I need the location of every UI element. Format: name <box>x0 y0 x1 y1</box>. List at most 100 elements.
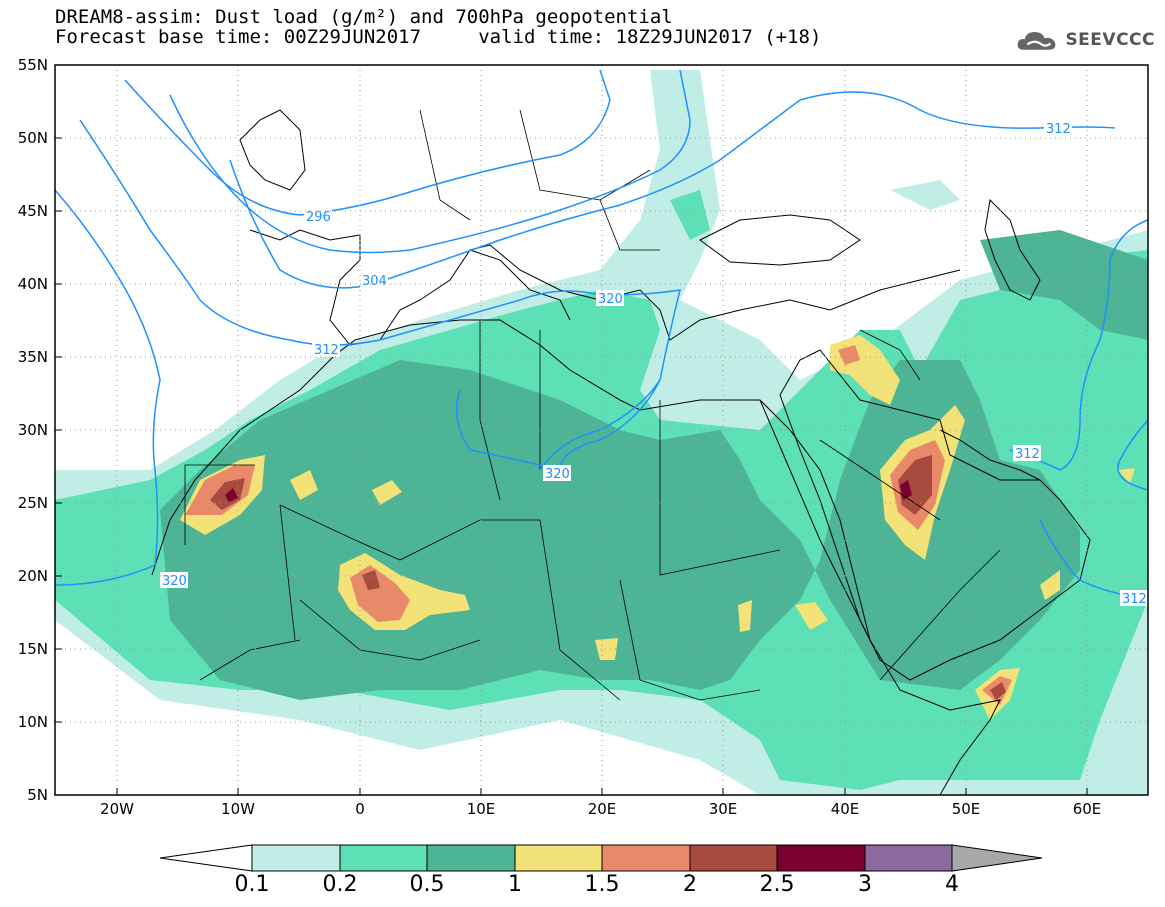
contour-line <box>124 69 611 216</box>
lon-label: 20W <box>100 800 134 818</box>
colorbar-bin-0.2 <box>339 844 428 872</box>
lat-label: 5N <box>27 786 48 804</box>
colorbar-bin-1 <box>514 844 603 872</box>
contour-label: 304 <box>362 274 387 289</box>
lat-label: 10N <box>17 713 48 731</box>
colorbar-bin-2 <box>689 844 778 872</box>
lat-label: 25N <box>17 494 48 512</box>
dust-0.1-patch <box>890 180 960 210</box>
lon-label: 20E <box>587 800 617 818</box>
colorbar <box>160 844 1043 872</box>
logo-text: SEEVCCC <box>1065 30 1155 50</box>
colorbar-label: 2.5 <box>759 872 795 897</box>
contour-label: 312 <box>314 343 339 358</box>
italy <box>469 249 571 321</box>
chart-title: DREAM8-assim: Dust load (g/m²) and 700hP… <box>55 6 673 28</box>
border <box>279 504 540 561</box>
colorbar-bin-3 <box>864 844 953 872</box>
british-isles <box>239 109 306 191</box>
contour-line <box>55 189 161 586</box>
contour-label: 320 <box>162 574 187 589</box>
lat-label: 15N <box>17 640 48 658</box>
lon-label: 50E <box>951 800 981 818</box>
colorbar-bin-0.1 <box>251 844 341 872</box>
colorbar-high-arrow <box>951 844 1043 872</box>
lat-label: 45N <box>17 202 48 220</box>
lon-label: 60E <box>1072 800 1102 818</box>
dust-1-patch <box>595 638 618 660</box>
dust-0.2-patch <box>670 190 710 240</box>
colorbar-bin-1.5 <box>601 844 691 872</box>
dust-1-patch <box>795 602 828 630</box>
dust-1-patch <box>1040 570 1060 600</box>
border <box>184 464 255 545</box>
colorbar-label: 0.1 <box>234 872 270 897</box>
colorbar-low-arrow <box>160 844 253 872</box>
lat-label: 30N <box>17 421 48 439</box>
contour-label: 312 <box>1046 122 1071 137</box>
chart-subtitle: Forecast base time: 00Z29JUN2017 valid t… <box>55 26 822 48</box>
dust-1-patch <box>290 470 318 500</box>
lon-label: 10W <box>221 800 255 818</box>
borders <box>184 109 1001 701</box>
dust-2.5-patch <box>225 488 238 502</box>
colorbar-label: 2 <box>683 872 697 897</box>
arabia-coast <box>779 349 1091 681</box>
colorbar-label: 4 <box>945 872 959 897</box>
border <box>859 329 921 381</box>
lat-label: 40N <box>17 275 48 293</box>
border <box>619 579 761 701</box>
border <box>659 400 781 576</box>
border <box>279 504 296 641</box>
caspian-sea <box>984 198 1041 301</box>
dust-1.5-patch <box>838 345 860 365</box>
contour-line <box>169 69 691 254</box>
geopotential-contours <box>55 69 1148 599</box>
lon-label: 0 <box>355 800 365 818</box>
contour-line <box>229 91 1116 289</box>
lat-label: 50N <box>17 129 48 147</box>
colorbar-label: 3 <box>858 872 872 897</box>
cloud-icon <box>1017 32 1056 50</box>
contour-label: 320 <box>545 467 570 482</box>
lon-label: 40E <box>830 800 860 818</box>
graticule <box>55 65 1148 795</box>
border <box>879 549 1001 681</box>
black-sea <box>699 214 861 266</box>
africa-coast <box>151 319 1001 795</box>
border <box>819 439 941 521</box>
colorbar-bin-0.5 <box>426 844 516 872</box>
border <box>539 519 621 701</box>
dust-2-patch <box>898 455 932 515</box>
contour-label: 296 <box>306 210 331 225</box>
dust-2-patch <box>362 570 380 590</box>
border <box>479 320 501 501</box>
contour-line <box>1117 419 1148 491</box>
border <box>299 599 481 661</box>
colorbar-label: 0.5 <box>409 872 445 897</box>
red-sea <box>759 399 871 641</box>
lat-label: 55N <box>17 56 48 74</box>
dust-1-patch <box>1118 468 1135 484</box>
border <box>199 639 301 681</box>
contour-label: 312 <box>1015 447 1040 462</box>
lon-label: 30E <box>708 800 738 818</box>
border <box>419 109 471 221</box>
colorbar-bin-2.5 <box>776 844 866 872</box>
colorbar-label: 0.2 <box>322 872 358 897</box>
colorbar-label: 1.5 <box>584 872 620 897</box>
dust-1-patch <box>738 600 752 632</box>
lon-label: 10E <box>466 800 496 818</box>
logo: SEEVCCC <box>1015 22 1155 58</box>
persian-gulf <box>939 429 1041 481</box>
border <box>519 109 651 201</box>
contour-label: 320 <box>598 292 623 307</box>
axis-ticks <box>55 137 1088 795</box>
colorbar-label: 1 <box>508 872 522 897</box>
contour-line <box>1009 219 1148 471</box>
lat-label: 20N <box>17 567 48 585</box>
lat-label: 35N <box>17 348 48 366</box>
contour-label: 312 <box>1122 592 1147 607</box>
border <box>599 199 660 251</box>
